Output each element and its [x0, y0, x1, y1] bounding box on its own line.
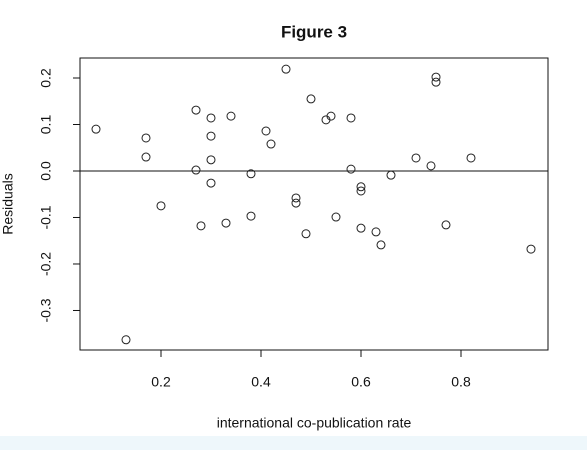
x-tick-label: 0.6 — [351, 374, 371, 390]
point — [466, 153, 476, 163]
point — [191, 165, 201, 175]
point — [371, 227, 381, 237]
x-tick-label: 0.4 — [251, 374, 271, 390]
point — [206, 113, 216, 123]
point — [226, 111, 236, 121]
y-tick-label: -0.1 — [38, 205, 54, 229]
point — [91, 124, 101, 134]
plot-frame — [79, 57, 549, 351]
point — [326, 111, 336, 121]
point — [356, 223, 366, 233]
point — [426, 161, 436, 171]
point — [431, 72, 441, 82]
point — [356, 182, 366, 192]
point — [411, 153, 421, 163]
chart-title: Figure 3 — [281, 22, 347, 41]
point — [141, 152, 151, 162]
point — [121, 335, 131, 345]
y-tick-label: -0.3 — [38, 298, 54, 322]
y-tick-label: 0.1 — [38, 115, 54, 135]
point — [526, 244, 536, 254]
point — [331, 212, 341, 222]
y-axis-label: Residuals — [0, 173, 16, 234]
point — [291, 198, 301, 208]
point — [206, 178, 216, 188]
point — [246, 211, 256, 221]
y-tick-label: -0.2 — [38, 252, 54, 276]
point — [376, 240, 386, 250]
point — [141, 133, 151, 143]
point — [206, 131, 216, 141]
point — [441, 220, 451, 230]
y-tick-label: 0.0 — [38, 161, 54, 181]
point — [156, 201, 166, 211]
x-tick-label: 0.8 — [451, 374, 471, 390]
point — [266, 139, 276, 149]
x-axis-label: international co-publication rate — [217, 415, 412, 431]
point — [431, 77, 441, 87]
point — [301, 229, 311, 239]
point — [306, 94, 316, 104]
y-tick-label: 0.2 — [38, 68, 54, 88]
point — [206, 155, 216, 165]
point — [191, 105, 201, 115]
footer-strip — [0, 436, 587, 450]
point — [196, 221, 206, 231]
point — [261, 126, 271, 136]
point — [281, 64, 291, 74]
point — [346, 113, 356, 123]
point — [386, 170, 396, 180]
point — [346, 164, 356, 174]
x-tick-label: 0.2 — [151, 374, 171, 390]
point — [291, 193, 301, 203]
point — [246, 169, 256, 179]
point — [356, 186, 366, 196]
point — [221, 218, 231, 228]
